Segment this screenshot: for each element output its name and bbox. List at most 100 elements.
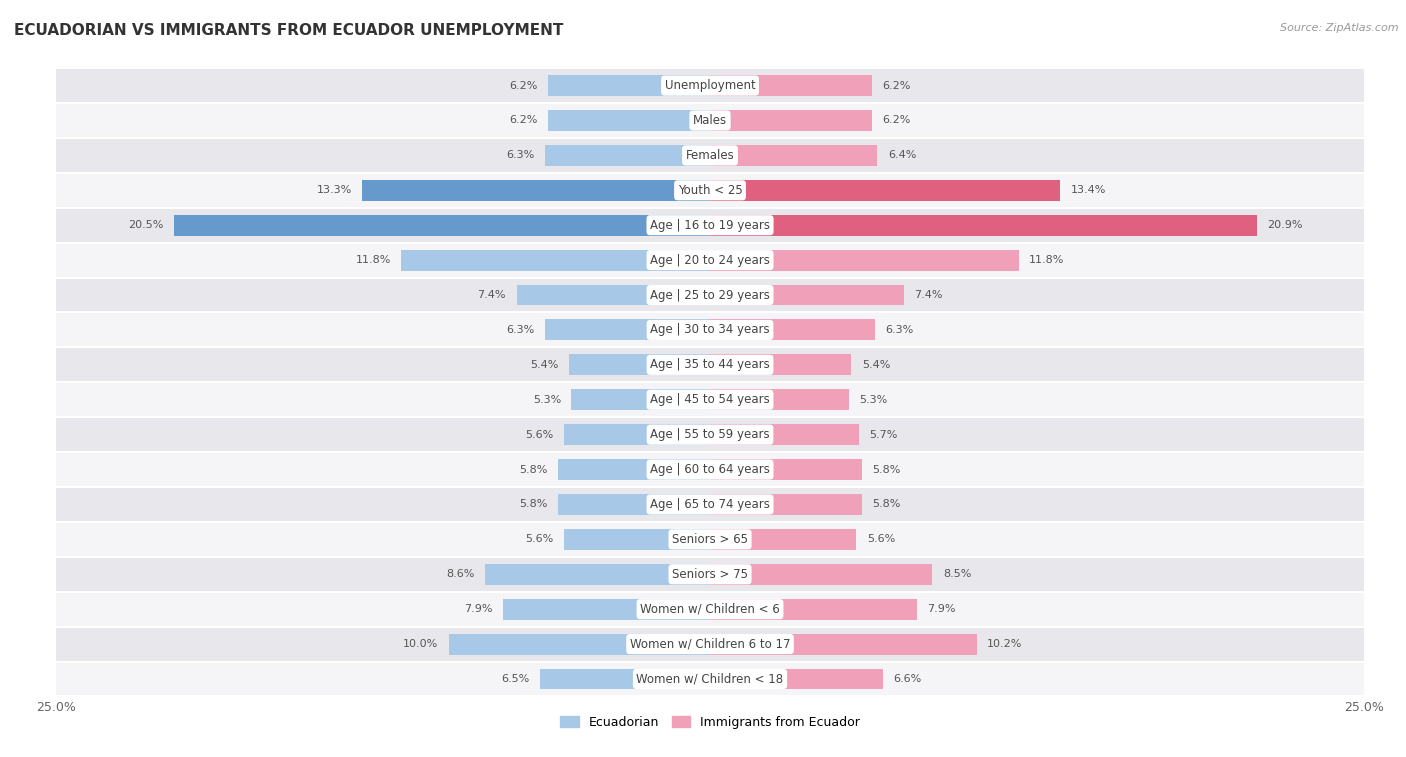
Bar bbox=[56, 313, 1364, 347]
Bar bbox=[710, 529, 856, 550]
Text: 11.8%: 11.8% bbox=[356, 255, 391, 265]
Text: 20.5%: 20.5% bbox=[128, 220, 163, 230]
Text: 6.2%: 6.2% bbox=[509, 80, 537, 91]
Legend: Ecuadorian, Immigrants from Ecuador: Ecuadorian, Immigrants from Ecuador bbox=[555, 711, 865, 734]
Bar bbox=[56, 68, 1364, 103]
Text: 10.0%: 10.0% bbox=[402, 639, 439, 649]
Text: Seniors > 75: Seniors > 75 bbox=[672, 568, 748, 581]
Text: Women w/ Children < 18: Women w/ Children < 18 bbox=[637, 672, 783, 686]
Text: Women w/ Children < 6: Women w/ Children < 6 bbox=[640, 603, 780, 615]
Text: 6.3%: 6.3% bbox=[886, 325, 914, 335]
Bar bbox=[710, 354, 851, 375]
Bar bbox=[564, 529, 710, 550]
Bar bbox=[363, 180, 710, 201]
Bar bbox=[710, 634, 977, 655]
Text: 10.2%: 10.2% bbox=[987, 639, 1022, 649]
Text: 6.5%: 6.5% bbox=[502, 674, 530, 684]
Text: 20.9%: 20.9% bbox=[1267, 220, 1302, 230]
Text: 6.2%: 6.2% bbox=[883, 80, 911, 91]
Bar bbox=[548, 110, 710, 131]
Bar bbox=[710, 180, 1060, 201]
Bar bbox=[710, 215, 1257, 235]
Bar bbox=[485, 564, 710, 584]
Bar bbox=[56, 173, 1364, 207]
Text: 5.4%: 5.4% bbox=[530, 360, 558, 370]
Text: 13.3%: 13.3% bbox=[316, 185, 352, 195]
Text: 5.7%: 5.7% bbox=[869, 430, 898, 440]
Text: Age | 25 to 29 years: Age | 25 to 29 years bbox=[650, 288, 770, 301]
Text: 5.6%: 5.6% bbox=[524, 534, 553, 544]
Bar bbox=[571, 389, 710, 410]
Bar bbox=[449, 634, 710, 655]
Text: 6.3%: 6.3% bbox=[506, 151, 534, 160]
Text: 5.6%: 5.6% bbox=[868, 534, 896, 544]
Text: Age | 35 to 44 years: Age | 35 to 44 years bbox=[650, 358, 770, 372]
Bar bbox=[56, 347, 1364, 382]
Text: 7.9%: 7.9% bbox=[927, 604, 956, 614]
Bar bbox=[710, 459, 862, 480]
Bar bbox=[710, 75, 872, 96]
Text: 11.8%: 11.8% bbox=[1029, 255, 1064, 265]
Text: 5.8%: 5.8% bbox=[872, 465, 901, 475]
Bar bbox=[540, 668, 710, 690]
Bar bbox=[710, 145, 877, 166]
Bar bbox=[516, 285, 710, 306]
Bar bbox=[56, 487, 1364, 522]
Bar bbox=[56, 382, 1364, 417]
Bar bbox=[710, 110, 872, 131]
Bar bbox=[710, 285, 904, 306]
Bar bbox=[546, 319, 710, 341]
Text: 5.3%: 5.3% bbox=[859, 394, 887, 405]
Bar bbox=[56, 662, 1364, 696]
Bar bbox=[564, 424, 710, 445]
Bar bbox=[56, 522, 1364, 557]
Bar bbox=[558, 459, 710, 480]
Bar bbox=[174, 215, 710, 235]
Text: 13.4%: 13.4% bbox=[1071, 185, 1107, 195]
Bar bbox=[569, 354, 710, 375]
Text: 5.8%: 5.8% bbox=[519, 465, 548, 475]
Text: 8.6%: 8.6% bbox=[446, 569, 475, 579]
Text: 5.4%: 5.4% bbox=[862, 360, 890, 370]
Bar bbox=[56, 207, 1364, 243]
Text: 5.8%: 5.8% bbox=[872, 500, 901, 509]
Text: 5.6%: 5.6% bbox=[524, 430, 553, 440]
Text: Age | 55 to 59 years: Age | 55 to 59 years bbox=[650, 428, 770, 441]
Bar bbox=[546, 145, 710, 166]
Bar bbox=[710, 424, 859, 445]
Text: 6.2%: 6.2% bbox=[883, 116, 911, 126]
Text: 6.6%: 6.6% bbox=[893, 674, 921, 684]
Text: Age | 30 to 34 years: Age | 30 to 34 years bbox=[650, 323, 770, 336]
Text: Women w/ Children 6 to 17: Women w/ Children 6 to 17 bbox=[630, 637, 790, 650]
Text: 7.4%: 7.4% bbox=[914, 290, 942, 300]
Text: Source: ZipAtlas.com: Source: ZipAtlas.com bbox=[1281, 23, 1399, 33]
Text: ECUADORIAN VS IMMIGRANTS FROM ECUADOR UNEMPLOYMENT: ECUADORIAN VS IMMIGRANTS FROM ECUADOR UN… bbox=[14, 23, 564, 38]
Bar bbox=[56, 592, 1364, 627]
Bar bbox=[56, 452, 1364, 487]
Text: Age | 45 to 54 years: Age | 45 to 54 years bbox=[650, 393, 770, 407]
Text: Age | 20 to 24 years: Age | 20 to 24 years bbox=[650, 254, 770, 266]
Bar bbox=[710, 564, 932, 584]
Bar bbox=[56, 243, 1364, 278]
Bar bbox=[56, 103, 1364, 138]
Text: Seniors > 65: Seniors > 65 bbox=[672, 533, 748, 546]
Bar bbox=[56, 627, 1364, 662]
Bar bbox=[56, 557, 1364, 592]
Bar bbox=[56, 138, 1364, 173]
Bar bbox=[710, 250, 1018, 270]
Bar bbox=[710, 599, 917, 620]
Text: Age | 16 to 19 years: Age | 16 to 19 years bbox=[650, 219, 770, 232]
Bar bbox=[503, 599, 710, 620]
Text: 6.4%: 6.4% bbox=[887, 151, 917, 160]
Bar bbox=[710, 319, 875, 341]
Bar bbox=[56, 417, 1364, 452]
Text: Males: Males bbox=[693, 114, 727, 127]
Text: 8.5%: 8.5% bbox=[943, 569, 972, 579]
Text: Females: Females bbox=[686, 149, 734, 162]
Bar bbox=[710, 668, 883, 690]
Text: Age | 60 to 64 years: Age | 60 to 64 years bbox=[650, 463, 770, 476]
Text: Youth < 25: Youth < 25 bbox=[678, 184, 742, 197]
Bar bbox=[710, 494, 862, 515]
Text: Age | 65 to 74 years: Age | 65 to 74 years bbox=[650, 498, 770, 511]
Bar bbox=[402, 250, 710, 270]
